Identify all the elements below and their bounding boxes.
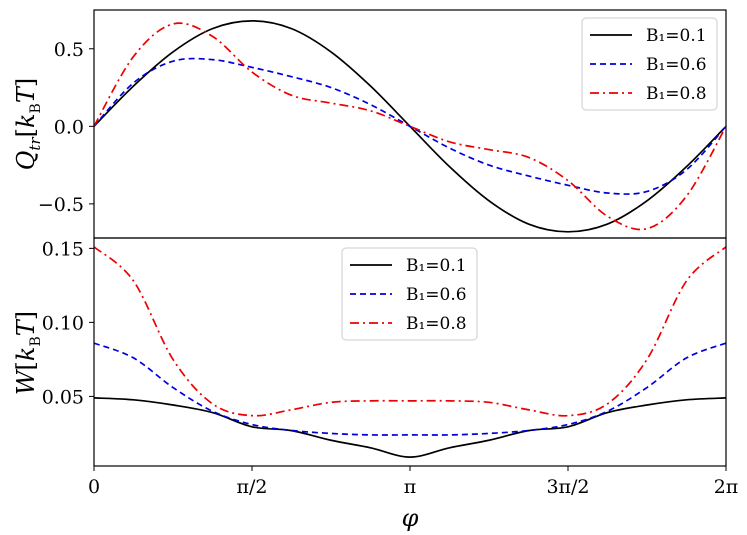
bottom-panel: 0.05 0.10 0.15 0 π/2 π 3π/2 2π W[kBT] φ B₁=0.1… [12,237,738,532]
top-y-ticks: −0.5 0.0 0.5 [38,39,94,216]
x-tick-label: π/2 [237,476,268,498]
top-legend-label-0: B₁=0.1 [646,26,707,46]
top-legend-label-2: B₁=0.8 [646,84,707,104]
top-series-line-1 [93,57,727,195]
top-y-tick-label: 0.0 [54,116,84,138]
top-legend: B₁=0.1 B₁=0.6 B₁=0.8 [581,17,718,111]
bottom-series-line-1 [93,342,727,436]
bottom-legend: B₁=0.1 B₁=0.6 B₁=0.8 [341,247,478,341]
bottom-legend-box [341,247,478,341]
x-tick-label: π [404,476,417,498]
top-panel: −0.5 0.0 0.5 Qtr[kBT] B₁=0.1 B₁=0.6 B₁=0.8 [12,9,727,239]
top-legend-box [581,17,718,111]
bottom-legend-label-1: B₁=0.6 [406,285,467,305]
x-tick-label: 2π [714,476,739,498]
bottom-series-group [93,246,727,458]
top-y-axis-label: Qtr[kBT] [12,78,44,171]
top-y-tick-label: 0.5 [54,39,84,61]
bottom-y-tick-label: 0.15 [42,238,84,260]
top-legend-label-1: B₁=0.6 [646,55,707,75]
x-axis-label: φ [402,504,419,532]
bottom-series-line-0 [93,397,727,458]
top-series-line-2 [93,22,727,231]
x-tick-label: 3π/2 [546,476,589,498]
bottom-y-tick-label: 0.05 [42,386,84,408]
bottom-legend-label-2: B₁=0.8 [406,314,467,334]
bottom-y-axis-label: W[kBT] [12,311,44,395]
bottom-y-ticks: 0.05 0.10 0.15 [42,238,94,408]
bottom-y-tick-label: 0.10 [42,312,84,334]
top-series-group [93,20,727,233]
bottom-series-line-2 [93,246,727,417]
x-tick-label: 0 [88,476,100,498]
top-y-tick-label: −0.5 [38,194,84,216]
x-ticks: 0 π/2 π 3π/2 2π [88,466,738,498]
bottom-legend-label-0: B₁=0.1 [406,256,467,276]
